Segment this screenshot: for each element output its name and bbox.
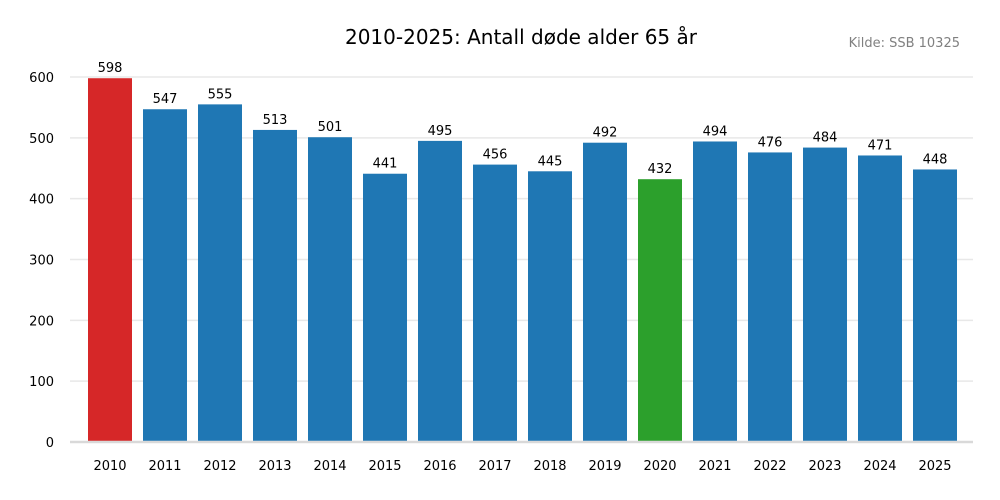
bar [803, 147, 847, 443]
x-tick-label: 2018 [533, 459, 566, 474]
bar [308, 137, 352, 442]
data-label: 494 [703, 124, 728, 139]
axes-layer: 0 100 200 300 400 500 600 2010 2011 2012 2013 2014 2… [29, 71, 973, 474]
bar [528, 171, 572, 442]
y-tick-label: 200 [29, 314, 54, 329]
data-label: 547 [153, 92, 178, 107]
data-label: 492 [593, 126, 618, 141]
x-tick-label: 2010 [93, 459, 126, 474]
bar [253, 129, 297, 443]
data-label: 441 [373, 157, 398, 172]
data-label: 432 [648, 162, 673, 177]
bar [748, 152, 792, 442]
data-label: 476 [758, 135, 783, 150]
bar [143, 109, 187, 442]
bar [638, 179, 682, 442]
x-tick-label: 2024 [863, 459, 896, 474]
y-tick-label: 600 [29, 71, 54, 86]
x-tick-label: 2015 [368, 459, 401, 474]
data-label: 445 [538, 154, 563, 169]
source-note: Kilde: SSB 10325 [849, 36, 960, 51]
bar [418, 140, 462, 442]
bar [198, 104, 242, 442]
bar [363, 173, 407, 442]
data-label: 501 [318, 120, 343, 135]
chart-title: 2010-2025: Antall døde alder 65 år [345, 25, 698, 49]
x-tick-label: 2017 [478, 459, 511, 474]
y-tick-label: 400 [29, 193, 54, 208]
data-label: 456 [483, 148, 508, 163]
data-label: 471 [868, 138, 893, 153]
data-label: 484 [813, 131, 838, 146]
data-label: 448 [923, 152, 948, 167]
bar [693, 141, 737, 442]
y-tick-label: 0 [46, 436, 54, 451]
x-tick-label: 2016 [423, 459, 456, 474]
bar [88, 78, 132, 442]
bar [473, 164, 517, 442]
data-label: 513 [263, 113, 288, 128]
data-label: 495 [428, 124, 453, 139]
x-tick-label: 2014 [313, 459, 346, 474]
bar [913, 169, 957, 442]
x-tick-label: 2021 [698, 459, 731, 474]
x-tick-label: 2011 [148, 459, 181, 474]
data-label: 555 [208, 87, 233, 102]
x-tick-label: 2019 [588, 459, 621, 474]
y-tick-label: 300 [29, 254, 54, 269]
x-tick-label: 2022 [753, 459, 786, 474]
x-tick-label: 2025 [918, 459, 951, 474]
y-tick-label: 500 [29, 132, 54, 147]
labels-layer: 598 547 555 513 501 441 495 456 445 492 432 494 476 4… [98, 61, 948, 177]
bar [858, 155, 902, 442]
x-tick-label: 2023 [808, 459, 841, 474]
x-tick-label: 2012 [203, 459, 236, 474]
data-label: 598 [98, 61, 123, 76]
bar [583, 142, 627, 442]
x-tick-label: 2013 [258, 459, 291, 474]
y-tick-label: 100 [29, 375, 54, 390]
bars-layer [88, 78, 957, 443]
x-tick-label: 2020 [643, 459, 676, 474]
